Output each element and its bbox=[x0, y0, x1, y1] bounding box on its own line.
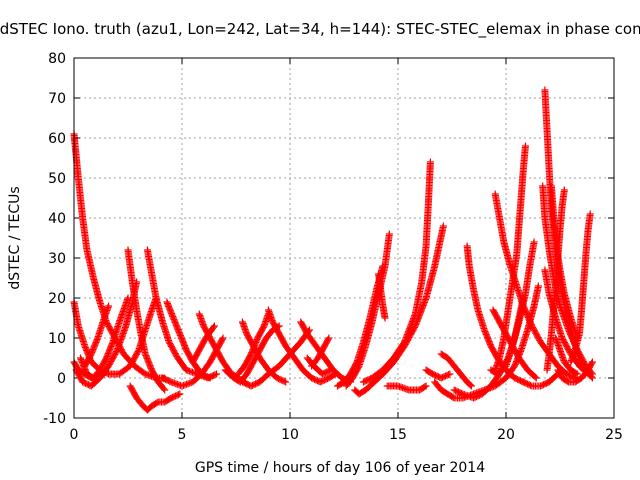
plus-marker bbox=[124, 294, 132, 302]
data-marks bbox=[70, 86, 596, 414]
plus-marker bbox=[534, 282, 542, 290]
x-tick-label: 15 bbox=[389, 427, 407, 443]
y-tick-label: 10 bbox=[48, 331, 66, 347]
data-arc bbox=[308, 334, 333, 370]
plus-marker bbox=[526, 381, 534, 389]
x-tick-label: 0 bbox=[70, 427, 79, 443]
plus-marker bbox=[444, 371, 452, 379]
plus-marker bbox=[531, 373, 539, 381]
data-arc bbox=[567, 210, 594, 366]
data-arc bbox=[463, 242, 527, 386]
y-tick-label: 40 bbox=[48, 211, 66, 227]
y-tick-label: 80 bbox=[48, 51, 66, 67]
y-tick-label: 70 bbox=[48, 91, 66, 107]
data-arc bbox=[238, 326, 313, 390]
plus-marker bbox=[588, 359, 596, 367]
x-tick-label: 5 bbox=[178, 427, 187, 443]
plus-marker bbox=[174, 391, 182, 399]
x-tick-label: 20 bbox=[497, 427, 515, 443]
plus-marker bbox=[166, 377, 174, 385]
plus-marker bbox=[210, 322, 218, 330]
plus-marker bbox=[573, 370, 581, 378]
y-tick-label: -10 bbox=[43, 411, 66, 427]
plus-marker bbox=[282, 378, 290, 386]
y-tick-label: 60 bbox=[48, 131, 66, 147]
plus-marker bbox=[326, 367, 334, 375]
data-arc bbox=[422, 366, 454, 382]
data-arc bbox=[234, 310, 272, 378]
axes bbox=[73, 57, 615, 419]
plus-marker bbox=[426, 158, 434, 166]
data-arc bbox=[359, 158, 434, 386]
plus-marker bbox=[439, 222, 447, 230]
plus-marker bbox=[572, 369, 580, 377]
plus-marker bbox=[161, 386, 169, 394]
plus-marker bbox=[588, 374, 596, 382]
plus-marker bbox=[446, 370, 454, 378]
plus-marker bbox=[105, 302, 113, 310]
data-arc bbox=[81, 302, 113, 370]
plus-marker bbox=[467, 382, 475, 390]
plus-marker bbox=[205, 373, 213, 381]
plus-marker bbox=[466, 381, 474, 389]
plus-marker bbox=[530, 238, 538, 246]
data-arc bbox=[163, 298, 214, 382]
plus-marker bbox=[211, 371, 219, 379]
data-arc bbox=[124, 246, 169, 394]
y-tick-label: 30 bbox=[48, 251, 66, 267]
y-tick-label: 20 bbox=[48, 291, 66, 307]
plus-marker bbox=[218, 335, 226, 343]
data-arc bbox=[543, 186, 568, 374]
plus-marker bbox=[421, 383, 429, 391]
plus-marker bbox=[560, 186, 568, 194]
plus-marker bbox=[134, 347, 142, 355]
data-arc bbox=[519, 370, 562, 390]
plus-marker bbox=[213, 370, 221, 378]
plus-marker bbox=[422, 382, 430, 390]
plus-marker bbox=[381, 314, 389, 322]
plus-marker bbox=[324, 335, 332, 343]
data-arc bbox=[375, 270, 389, 322]
plus-marker bbox=[325, 334, 333, 342]
data-arc bbox=[264, 306, 339, 386]
x-tick-label: 25 bbox=[605, 427, 623, 443]
plus-marker bbox=[521, 142, 529, 150]
plot-frame bbox=[73, 57, 615, 419]
data-arc bbox=[491, 190, 579, 382]
plus-marker bbox=[385, 230, 393, 238]
plus-marker bbox=[112, 347, 120, 355]
data-arc bbox=[76, 294, 132, 382]
plus-marker bbox=[457, 389, 465, 397]
data-arc bbox=[383, 382, 430, 394]
plus-marker bbox=[532, 374, 540, 382]
chart-title: dSTEC Iono. truth (azu1, Lon=242, Lat=34… bbox=[0, 20, 640, 39]
grid bbox=[74, 58, 614, 418]
data-arc bbox=[437, 350, 475, 390]
plus-marker bbox=[280, 377, 288, 385]
plus-marker bbox=[588, 358, 596, 366]
plus-marker bbox=[327, 366, 335, 374]
x-axis-label: GPS time / hours of day 106 of year 2014 bbox=[195, 460, 485, 476]
plus-marker bbox=[586, 210, 594, 218]
plus-marker bbox=[176, 390, 184, 398]
data-arc bbox=[126, 382, 184, 414]
x-tick-label: 10 bbox=[281, 427, 299, 443]
plus-marker bbox=[449, 393, 457, 401]
plus-marker bbox=[209, 323, 217, 331]
plus-marker bbox=[160, 385, 168, 393]
plus-marker bbox=[219, 334, 227, 342]
data-arc bbox=[552, 334, 581, 378]
plus-marker bbox=[206, 374, 214, 382]
y-tick-label: 0 bbox=[57, 371, 66, 387]
y-tick-label: 50 bbox=[48, 171, 66, 187]
data-arc bbox=[554, 358, 596, 386]
y-axis-label: dSTEC / TECUs bbox=[7, 186, 23, 289]
